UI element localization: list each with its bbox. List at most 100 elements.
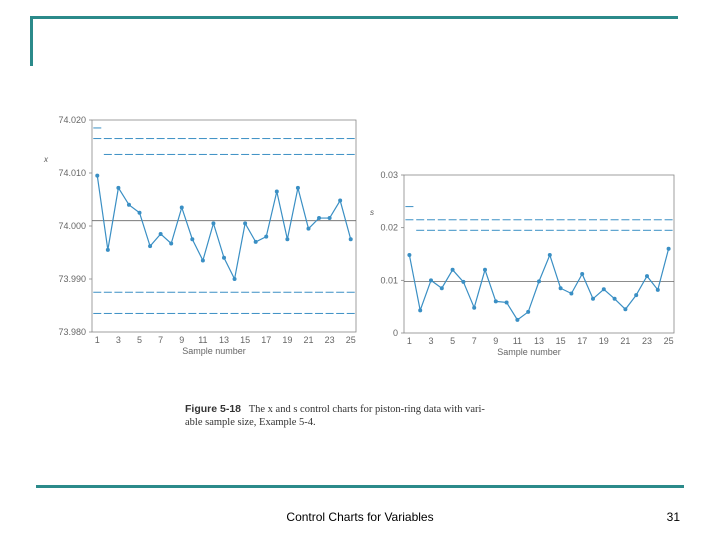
y-tick-label: 73.990 (58, 274, 86, 284)
x-tick-label: 15 (240, 335, 250, 345)
data-point (137, 210, 142, 215)
frame-top-rule (30, 16, 678, 19)
y-tick-label: 0.03 (380, 170, 398, 180)
data-point (601, 287, 606, 292)
data-point (95, 173, 100, 178)
y-tick-label: 0.02 (380, 223, 398, 233)
y-tick-label: 0 (393, 328, 398, 338)
data-point (461, 279, 466, 284)
y-tick-label: 0.01 (380, 275, 398, 285)
y-tick-label: 73.980 (58, 327, 86, 337)
x-tick-label: 13 (534, 336, 544, 346)
data-point (116, 185, 121, 190)
x-tick-label: 1 (407, 336, 412, 346)
data-point (547, 253, 552, 258)
data-point (200, 258, 205, 263)
plot-frame (91, 119, 357, 333)
x-axis-label: Sample number (497, 347, 561, 357)
frame-left-rule (30, 16, 33, 66)
y-axis-label: x (43, 155, 49, 164)
x-axis-label: Sample number (182, 346, 246, 356)
x-tick-label: 5 (137, 335, 142, 345)
data-point (504, 300, 509, 305)
data-point (253, 239, 258, 244)
x-tick-label: 17 (577, 336, 587, 346)
data-point (243, 221, 248, 226)
data-point (569, 291, 574, 296)
x-tick-label: 13 (219, 335, 229, 345)
data-point (105, 247, 110, 252)
data-point (472, 305, 477, 310)
data-point (148, 244, 153, 249)
x-tick-label: 25 (664, 336, 674, 346)
data-point (450, 267, 455, 272)
x-tick-label: 7 (472, 336, 477, 346)
x-tick-label: 7 (158, 335, 163, 345)
data-point (190, 237, 195, 242)
data-point (483, 267, 487, 272)
plot-frame (403, 174, 675, 334)
data-point (623, 307, 628, 312)
x-tick-label: 1 (95, 335, 100, 345)
x-tick-label: 17 (261, 335, 271, 345)
data-point (338, 198, 343, 203)
x-tick-label: 23 (325, 335, 335, 345)
data-point (634, 293, 639, 298)
x-tick-label: 3 (116, 335, 121, 345)
figure-caption: Figure 5-18 The x and s control charts f… (185, 403, 545, 429)
data-point (295, 185, 300, 190)
x-tick-label: 15 (556, 336, 566, 346)
data-point (232, 277, 237, 281)
data-point (407, 253, 412, 258)
footer-rule (36, 485, 684, 488)
data-point (274, 189, 279, 194)
data-point (591, 296, 595, 301)
caption-line-2: able sample size, Example 5-4. (185, 417, 316, 428)
data-point (222, 255, 226, 260)
x-tick-label: 21 (303, 335, 313, 345)
figure-label: Figure 5-18 (185, 403, 242, 415)
caption-line-1: The x and s control charts for piston-ri… (248, 404, 485, 415)
page-number: 31 (666, 510, 680, 524)
footer-title: Control Charts for Variables (286, 510, 434, 524)
data-point (317, 216, 322, 221)
x-tick-label: 19 (599, 336, 609, 346)
data-point (580, 272, 585, 277)
data-point (439, 286, 444, 291)
y-tick-label: 74.010 (58, 168, 86, 178)
x-tick-label: 9 (493, 336, 498, 346)
x-tick-label: 21 (620, 336, 630, 346)
data-point (285, 237, 290, 242)
data-point (666, 246, 671, 251)
data-point (418, 308, 423, 313)
data-point (645, 274, 649, 279)
x-tick-label: 5 (450, 336, 455, 346)
data-point (327, 216, 332, 221)
data-point (493, 299, 498, 304)
x-tick-label: 11 (513, 336, 522, 346)
x-tick-label: 19 (282, 335, 292, 345)
data-point (526, 309, 531, 314)
series-line (408, 248, 670, 321)
x-tick-label: 23 (642, 336, 652, 346)
y-tick-label: 74.000 (58, 221, 86, 231)
series-line (96, 175, 352, 281)
y-axis-label: s (370, 208, 374, 217)
data-point (169, 241, 174, 246)
data-point (211, 221, 216, 226)
x-tick-label: 3 (428, 336, 433, 346)
y-tick-label: 74.020 (58, 115, 86, 125)
data-point (537, 279, 541, 284)
data-point (179, 205, 184, 210)
data-point (558, 286, 563, 291)
data-point (264, 234, 269, 239)
data-point (306, 226, 311, 231)
x-tick-label: 25 (346, 335, 356, 345)
x-tick-label: 11 (198, 335, 207, 345)
data-point (515, 317, 520, 322)
data-point (348, 237, 353, 242)
data-point (612, 296, 617, 301)
data-point (126, 202, 131, 207)
